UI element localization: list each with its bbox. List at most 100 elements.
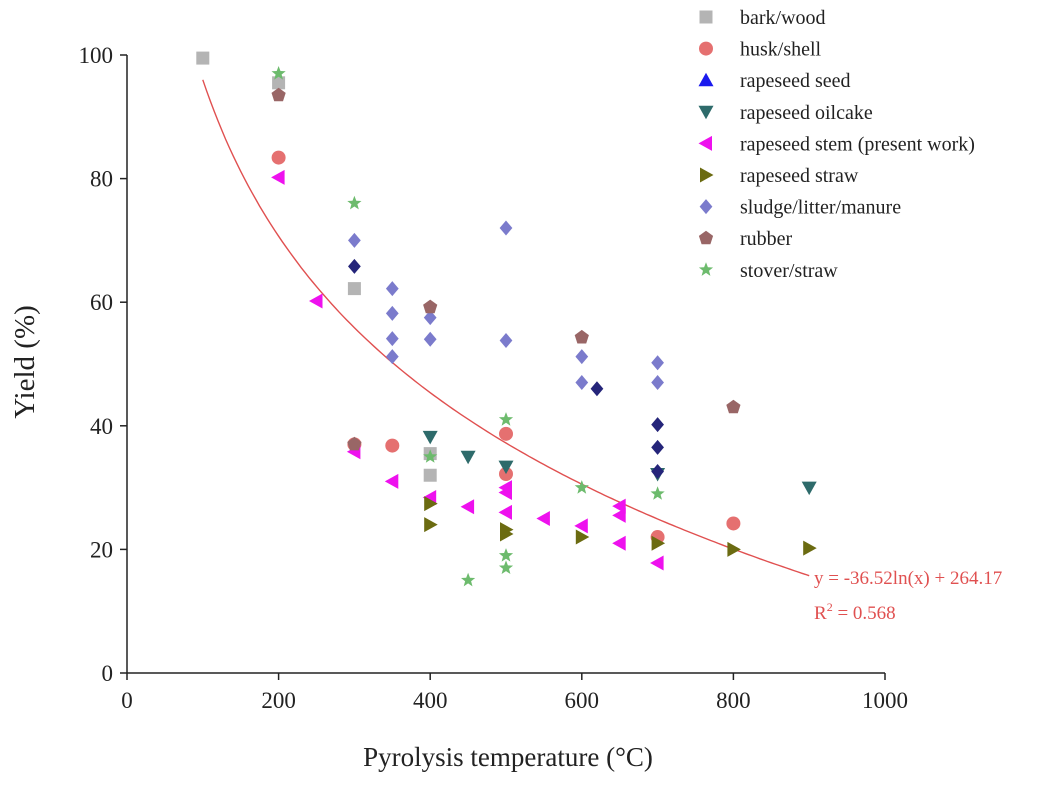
legend-marker [698,262,714,276]
data-point [574,518,588,534]
data-point [385,331,399,347]
r2-symbol: R [814,603,827,624]
fit-curve [202,79,810,577]
legend-label: rapeseed seed [740,70,851,92]
data-point [499,220,513,236]
data-point [574,480,589,494]
data-point [422,430,438,445]
data-point [460,450,476,465]
data-point [650,555,664,571]
data-point [460,499,475,515]
data-point [347,436,362,451]
data-point [423,468,437,482]
data-point [499,333,513,349]
data-point [726,399,741,414]
data-point [424,496,438,512]
data-point [575,375,589,391]
fit-r-squared-label: R2 = 0.568 [814,600,896,624]
data-point [499,426,513,441]
legend-label: sludge/litter/manure [740,197,901,219]
data-point [498,504,512,520]
data-point [348,258,361,274]
legend-label: rapeseed stem (present work) [740,133,975,155]
data-point [348,232,361,248]
legend-marker [698,230,714,245]
y-axis-label: Yield (%) [9,305,41,419]
data-point [423,310,437,326]
data-point [498,548,514,562]
data-point [651,535,666,551]
legend-label: rapeseed straw [740,165,859,187]
fit-equation-label: y = -36.52ln(x) + 264.17 [814,568,1002,589]
x-tick-label: 200 [261,688,296,713]
y-tick-label: 0 [102,661,114,686]
data-point [651,439,664,455]
y-tick-label: 80 [90,167,113,192]
data-point [612,535,626,551]
data-point [727,541,741,557]
data-point [726,516,741,531]
data-point [612,507,626,523]
data-point [424,517,438,533]
r2-value: = 0.568 [833,603,896,624]
data-points-group [196,51,817,587]
data-point [590,381,604,397]
legend-marker [699,41,713,56]
data-point [271,66,286,80]
data-point [651,417,664,433]
data-point [385,349,399,365]
data-point [423,449,438,463]
x-tick-label: 800 [716,688,751,713]
data-point [574,329,589,344]
x-tick-label: 0 [121,688,133,713]
data-point [272,76,286,90]
x-tick-label: 400 [413,688,448,713]
legend-marker [698,135,712,151]
data-point [651,375,664,391]
data-point [803,540,817,556]
data-point [385,281,399,297]
x-tick-label: 600 [565,688,600,713]
data-point [651,464,664,480]
data-point [271,169,285,185]
x-axis-label: Pyrolysis temperature (°C) [363,742,653,772]
data-point [384,473,399,489]
data-point [347,195,362,210]
data-point [498,412,514,426]
legend-marker [698,72,714,87]
data-point [423,299,438,314]
data-point [498,460,514,475]
legend-label: bark/wood [740,7,826,29]
y-tick-label: 60 [90,290,113,315]
data-point [536,511,550,526]
data-point [271,150,286,165]
data-point [271,87,286,102]
data-point [650,486,665,500]
fit-curve-group [202,79,810,577]
data-point [309,293,323,309]
data-point [575,349,589,365]
legend-marker [700,167,714,183]
data-point [575,529,590,545]
legend-marker [698,105,714,120]
y-tick-label: 100 [79,43,114,68]
legend-label: rapeseed oilcake [740,102,873,124]
data-point [423,331,437,347]
legend-label: stover/straw [740,260,838,282]
legend-label: husk/shell [740,39,822,61]
legend-marker [699,10,713,24]
y-tick-label: 40 [90,414,113,439]
x-tick-label: 1000 [862,688,908,713]
data-point [651,355,664,371]
legend: bark/wood husk/shell rapeseed seed rapeseed… [698,7,975,282]
data-point [461,572,476,587]
data-point [347,282,361,296]
data-point [498,485,512,501]
data-point [498,560,514,574]
legend-marker [699,199,713,215]
y-tick-label: 20 [90,537,113,562]
data-point [385,438,400,453]
